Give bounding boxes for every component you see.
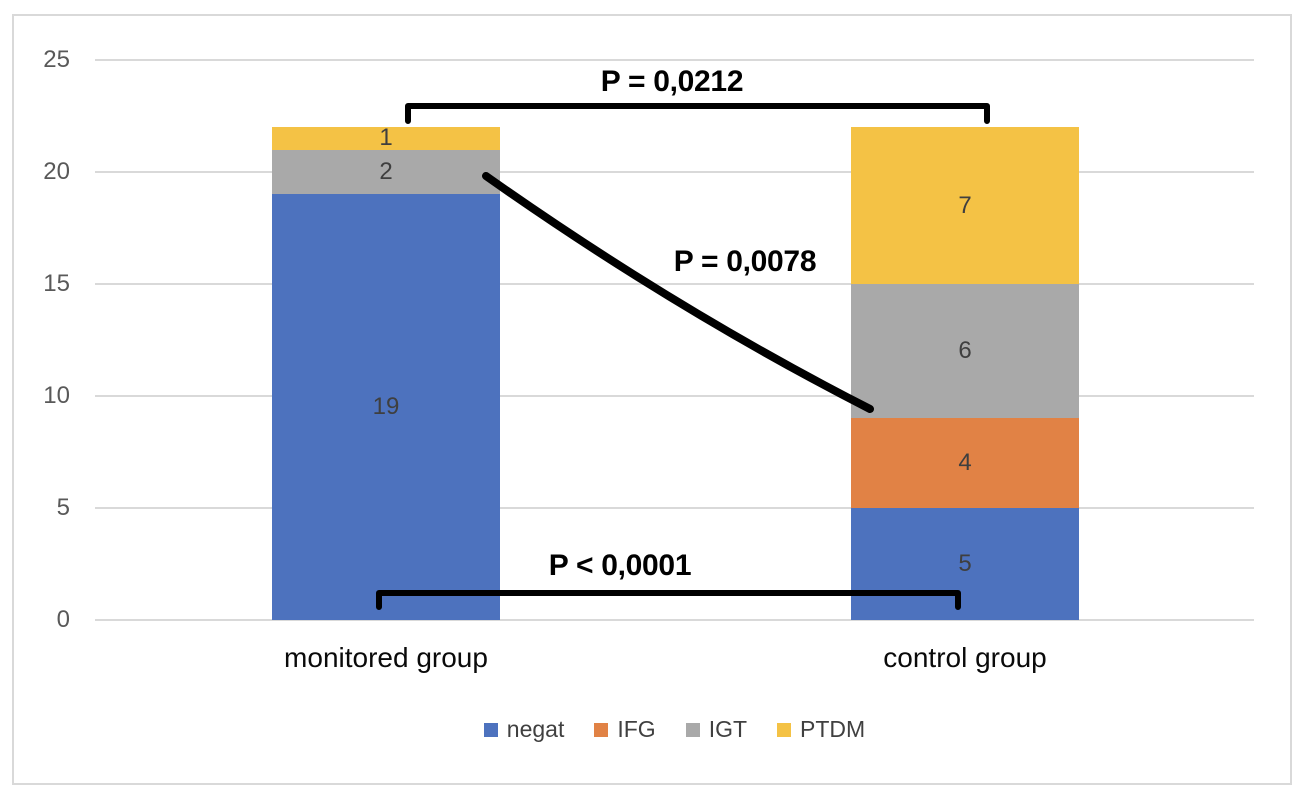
bar-segment-negat-monitored: 19 — [272, 194, 500, 620]
gridline-20 — [95, 171, 1254, 173]
legend-swatch-icon — [685, 722, 700, 737]
segment-value-label: 7 — [958, 191, 972, 219]
legend-swatch-icon — [483, 722, 498, 737]
bar-segment-IGT-control: 6 — [851, 284, 1079, 419]
x-axis-category-label: control group — [883, 642, 1047, 673]
legend-label: IFG — [617, 716, 656, 742]
y-axis-tick-label: 15 — [43, 270, 70, 297]
bar-segment-PTDM-control: 7 — [851, 127, 1079, 284]
y-axis-tick-label: 20 — [43, 158, 70, 185]
legend-swatch-icon — [594, 722, 609, 737]
bar-segment-IFG-control: 4 — [851, 418, 1079, 508]
legend-label: IGT — [708, 716, 748, 742]
segment-value-label: 19 — [372, 393, 400, 421]
segment-value-label: 4 — [958, 449, 972, 477]
legend-item-PTDM: PTDM — [777, 718, 865, 741]
p-value-label-top-bracket: P = 0,0212 — [600, 65, 744, 98]
y-axis-tick-label: 5 — [56, 494, 70, 521]
segment-value-label: 2 — [379, 157, 393, 185]
segment-value-label: 1 — [379, 124, 393, 152]
gridline-0 — [95, 619, 1254, 621]
y-axis-tick-label: 25 — [43, 46, 70, 73]
gridline-10 — [95, 395, 1254, 397]
gridline-15 — [95, 283, 1254, 285]
legend-item-IGT: IGT — [685, 716, 748, 742]
segment-value-label: 5 — [958, 550, 972, 577]
segment-value-label: 6 — [958, 337, 972, 365]
legend-item-IFG: IFG — [594, 716, 656, 742]
y-axis-tick-label: 0 — [56, 606, 70, 633]
p-value-label-igt-line: P = 0,0078 — [673, 245, 817, 278]
legend-item-negat: negat — [483, 716, 565, 742]
legend-label: negat — [506, 716, 565, 742]
x-axis-category-label: monitored group — [284, 642, 488, 673]
y-axis-tick-label: 10 — [43, 382, 70, 409]
legend-label: PTDM — [800, 716, 866, 742]
bar-segment-negat-control: 5 — [851, 508, 1079, 620]
legend-swatch-icon — [777, 722, 792, 737]
bar-segment-IGT-monitored: 2 — [272, 149, 500, 195]
bar-segment-PTDM-monitored: 1 — [272, 124, 500, 152]
gridline-5 — [95, 507, 1254, 509]
p-value-label-bottom-bracket: P < 0,0001 — [548, 549, 692, 582]
legend: negat IFG IGT PTDM — [95, 718, 1254, 741]
gridline-25 — [95, 59, 1254, 61]
